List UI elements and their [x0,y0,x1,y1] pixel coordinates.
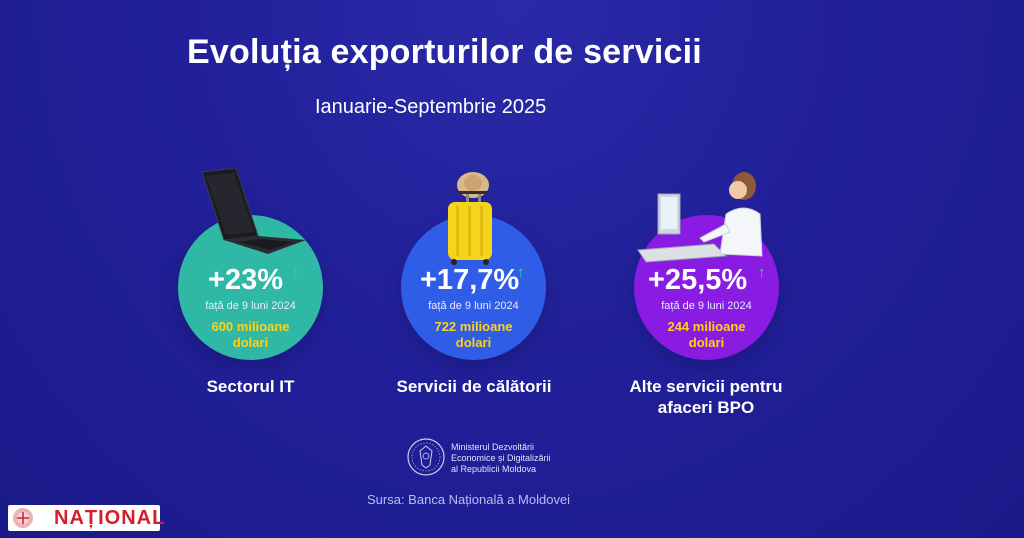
increase-arrow-icon: ↑ [758,264,766,281]
bpo-compare-text: față de 9 luni 2024 [661,300,752,312]
bpo-label-line1: Alte servicii pentru [629,377,783,396]
brand-watermark: NAȚIONAL [8,505,164,531]
it-amount-line1: 600 milioane [211,319,290,334]
travel-percent: +17,7% [420,264,520,296]
ministry-line-1: Ministerul Dezvoltării [451,442,535,452]
laptop-icon [201,168,306,254]
ministry-seal-icon [407,438,445,476]
travel-label: Servicii de călătorii [396,377,552,396]
suitcase-icon [448,172,492,265]
travel-amount-line2: dolari [455,335,492,350]
it-compare-text: față de 9 luni 2024 [205,300,296,312]
travel-compare-text: față de 9 luni 2024 [428,300,519,312]
page-title: Evoluția exporturilor de servicii [187,33,702,71]
ministry-line-2: Economice și Digitalizării [451,453,551,463]
brand-name: NAȚIONAL [54,507,166,529]
increase-arrow-icon: ↑ [292,264,300,281]
ministry-line-3: al Republicii Moldova [451,464,537,474]
bpo-label-line2: afaceri BPO [657,398,755,417]
increase-arrow-icon: ↑ [517,264,525,281]
bpo-percent: +25,5% [648,264,748,296]
travel-amount-line1: 722 milioane [434,319,513,334]
bpo-amount-line1: 244 milioane [667,319,746,334]
period-subtitle: Ianuarie-Septembrie 2025 [315,96,547,118]
it-label: Sectorul IT [206,377,295,396]
it-percent: +23% [208,264,283,296]
bpo-amount-line2: dolari [688,335,725,350]
ministry-name: Ministerul Dezvoltării Economice și Digi… [451,442,551,475]
source-text: Sursa: Banca Națională a Moldovei [367,492,571,507]
it-amount-line2: dolari [232,335,269,350]
call-center-agent-icon [637,172,763,263]
brand-logo-icon [13,508,33,528]
